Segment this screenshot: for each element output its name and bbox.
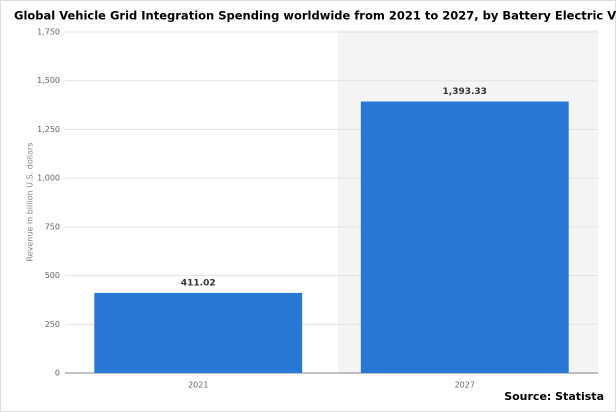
y-tick-label: 1,000 (37, 174, 60, 183)
value-label: 1,393.33 (443, 87, 487, 97)
y-tick-label: 1,750 (37, 28, 60, 37)
value-label: 411.02 (181, 278, 216, 288)
bar (360, 101, 569, 373)
x-tick-label: 2021 (188, 381, 208, 390)
y-tick-label: 0 (55, 369, 60, 378)
y-tick-label: 500 (45, 271, 60, 280)
chart-title: Global Vehicle Grid Integration Spending… (14, 9, 616, 23)
x-tick-label: 2027 (455, 381, 475, 390)
bar (94, 292, 303, 373)
y-tick-label: 1,250 (37, 125, 60, 134)
source: Source: Statista (504, 390, 604, 403)
y-tick-label: 750 (45, 222, 60, 231)
y-tick-label: 250 (45, 320, 60, 329)
y-axis-label: Revenue in billion U.S. dollars (26, 142, 35, 261)
y-tick-label: 1,500 (37, 76, 60, 85)
